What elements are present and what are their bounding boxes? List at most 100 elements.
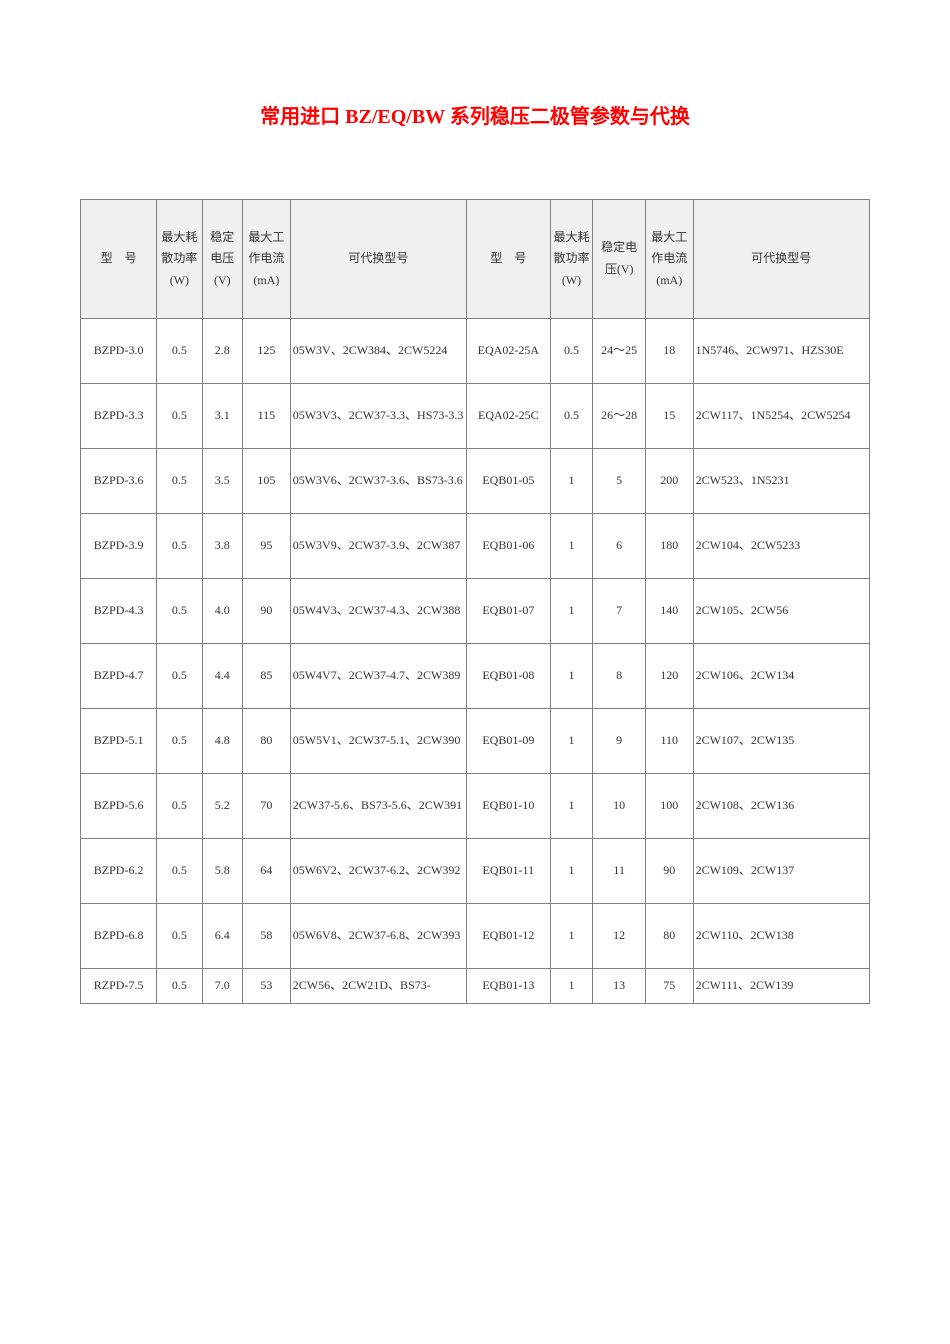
cell-voltage-r: 13 (593, 969, 645, 1004)
col-voltage-1: 稳定电压(V) (202, 200, 243, 319)
cell-sub-l: 2CW37-5.6、BS73-5.6、2CW391 (290, 774, 466, 839)
cell-voltage-r: 5 (593, 449, 645, 514)
table-row: BZPD-4.70.54.48505W4V7、2CW37-4.7、2CW389E… (81, 644, 870, 709)
cell-sub-l: 05W3V、2CW384、2CW5224 (290, 319, 466, 384)
cell-power-r: 1 (550, 449, 593, 514)
cell-model-r: EQB01-12 (467, 904, 550, 969)
cell-power-l: 0.5 (157, 644, 202, 709)
cell-current-l: 53 (243, 969, 291, 1004)
cell-model-r: EQB01-10 (467, 774, 550, 839)
cell-sub-r: 2CW110、2CW138 (693, 904, 869, 969)
page-title: 常用进口 BZ/EQ/BW 系列稳压二极管参数与代换 (80, 100, 870, 129)
cell-sub-r: 2CW104、2CW5233 (693, 514, 869, 579)
cell-current-r: 80 (645, 904, 693, 969)
cell-current-r: 110 (645, 709, 693, 774)
col-current-1: 最大工作电流(mA) (243, 200, 291, 319)
col-model-1: 型 号 (81, 200, 157, 319)
cell-voltage-l: 3.8 (202, 514, 243, 579)
cell-model-l: BZPD-3.6 (81, 449, 157, 514)
table-row: BZPD-5.10.54.88005W5V1、2CW37-5.1、2CW390E… (81, 709, 870, 774)
cell-current-l: 105 (243, 449, 291, 514)
cell-voltage-l: 5.2 (202, 774, 243, 839)
table-row: BZPD-4.30.54.09005W4V3、2CW37-4.3、2CW388E… (81, 579, 870, 644)
cell-model-l: BZPD-5.1 (81, 709, 157, 774)
cell-voltage-l: 4.4 (202, 644, 243, 709)
cell-current-l: 70 (243, 774, 291, 839)
cell-current-l: 64 (243, 839, 291, 904)
cell-power-l: 0.5 (157, 449, 202, 514)
cell-power-l: 0.5 (157, 579, 202, 644)
cell-power-l: 0.5 (157, 709, 202, 774)
cell-current-r: 100 (645, 774, 693, 839)
cell-power-l: 0.5 (157, 514, 202, 579)
cell-voltage-r: 6 (593, 514, 645, 579)
cell-model-r: EQA02-25C (467, 384, 550, 449)
cell-current-r: 15 (645, 384, 693, 449)
col-sub-2: 可代换型号 (693, 200, 869, 319)
cell-voltage-r: 7 (593, 579, 645, 644)
cell-model-l: BZPD-4.3 (81, 579, 157, 644)
cell-power-r: 1 (550, 579, 593, 644)
cell-power-r: 0.5 (550, 319, 593, 384)
cell-power-r: 1 (550, 969, 593, 1004)
cell-current-l: 80 (243, 709, 291, 774)
cell-model-r: EQB01-13 (467, 969, 550, 1004)
cell-sub-r: 2CW117、1N5254、2CW5254 (693, 384, 869, 449)
cell-voltage-r: 11 (593, 839, 645, 904)
table-row: BZPD-3.60.53.510505W3V6、2CW37-3.6、BS73-3… (81, 449, 870, 514)
cell-voltage-l: 7.0 (202, 969, 243, 1004)
cell-current-l: 90 (243, 579, 291, 644)
col-power-2: 最大耗散功率(W) (550, 200, 593, 319)
table-row: BZPD-3.30.53.111505W3V3、2CW37-3.3、HS73-3… (81, 384, 870, 449)
cell-sub-l: 05W6V8、2CW37-6.8、2CW393 (290, 904, 466, 969)
cell-model-l: BZPD-6.2 (81, 839, 157, 904)
cell-power-r: 1 (550, 514, 593, 579)
cell-voltage-r: 24～25 (593, 319, 645, 384)
cell-model-r: EQB01-09 (467, 709, 550, 774)
cell-current-r: 180 (645, 514, 693, 579)
cell-model-r: EQB01-11 (467, 839, 550, 904)
cell-current-l: 95 (243, 514, 291, 579)
col-sub-1: 可代换型号 (290, 200, 466, 319)
cell-model-l: BZPD-3.0 (81, 319, 157, 384)
cell-power-r: 0.5 (550, 384, 593, 449)
table-row: BZPD-6.20.55.86405W6V2、2CW37-6.2、2CW392E… (81, 839, 870, 904)
cell-voltage-r: 10 (593, 774, 645, 839)
cell-voltage-r: 8 (593, 644, 645, 709)
cell-model-l: BZPD-3.9 (81, 514, 157, 579)
cell-sub-r: 2CW111、2CW139 (693, 969, 869, 1004)
cell-sub-r: 2CW523、1N5231 (693, 449, 869, 514)
cell-model-r: EQB01-08 (467, 644, 550, 709)
cell-sub-r: 2CW108、2CW136 (693, 774, 869, 839)
col-model-2: 型 号 (467, 200, 550, 319)
cell-power-l: 0.5 (157, 384, 202, 449)
cell-model-r: EQA02-25A (467, 319, 550, 384)
cell-sub-r: 2CW109、2CW137 (693, 839, 869, 904)
cell-voltage-l: 2.8 (202, 319, 243, 384)
cell-sub-l: 05W3V6、2CW37-3.6、BS73-3.6 (290, 449, 466, 514)
cell-sub-l: 05W3V3、2CW37-3.3、HS73-3.3 (290, 384, 466, 449)
cell-voltage-r: 9 (593, 709, 645, 774)
table-row: RZPD-7.50.57.0532CW56、2CW21D、BS73-EQB01-… (81, 969, 870, 1004)
cell-current-l: 125 (243, 319, 291, 384)
cell-voltage-r: 26～28 (593, 384, 645, 449)
cell-model-r: EQB01-07 (467, 579, 550, 644)
cell-power-r: 1 (550, 774, 593, 839)
cell-power-r: 1 (550, 644, 593, 709)
cell-model-l: BZPD-4.7 (81, 644, 157, 709)
table-row: BZPD-6.80.56.45805W6V8、2CW37-6.8、2CW393E… (81, 904, 870, 969)
cell-current-l: 115 (243, 384, 291, 449)
table-row: BZPD-3.90.53.89505W3V9、2CW37-3.9、2CW387E… (81, 514, 870, 579)
cell-current-l: 58 (243, 904, 291, 969)
cell-current-r: 90 (645, 839, 693, 904)
table-row: BZPD-5.60.55.2702CW37-5.6、BS73-5.6、2CW39… (81, 774, 870, 839)
cell-current-r: 120 (645, 644, 693, 709)
cell-model-l: RZPD-7.5 (81, 969, 157, 1004)
cell-voltage-l: 4.0 (202, 579, 243, 644)
cell-power-l: 0.5 (157, 319, 202, 384)
cell-sub-r: 1N5746、2CW971、HZS30E (693, 319, 869, 384)
cell-sub-l: 2CW56、2CW21D、BS73- (290, 969, 466, 1004)
cell-power-r: 1 (550, 839, 593, 904)
col-voltage-2: 稳定电压(V) (593, 200, 645, 319)
cell-model-l: BZPD-3.3 (81, 384, 157, 449)
